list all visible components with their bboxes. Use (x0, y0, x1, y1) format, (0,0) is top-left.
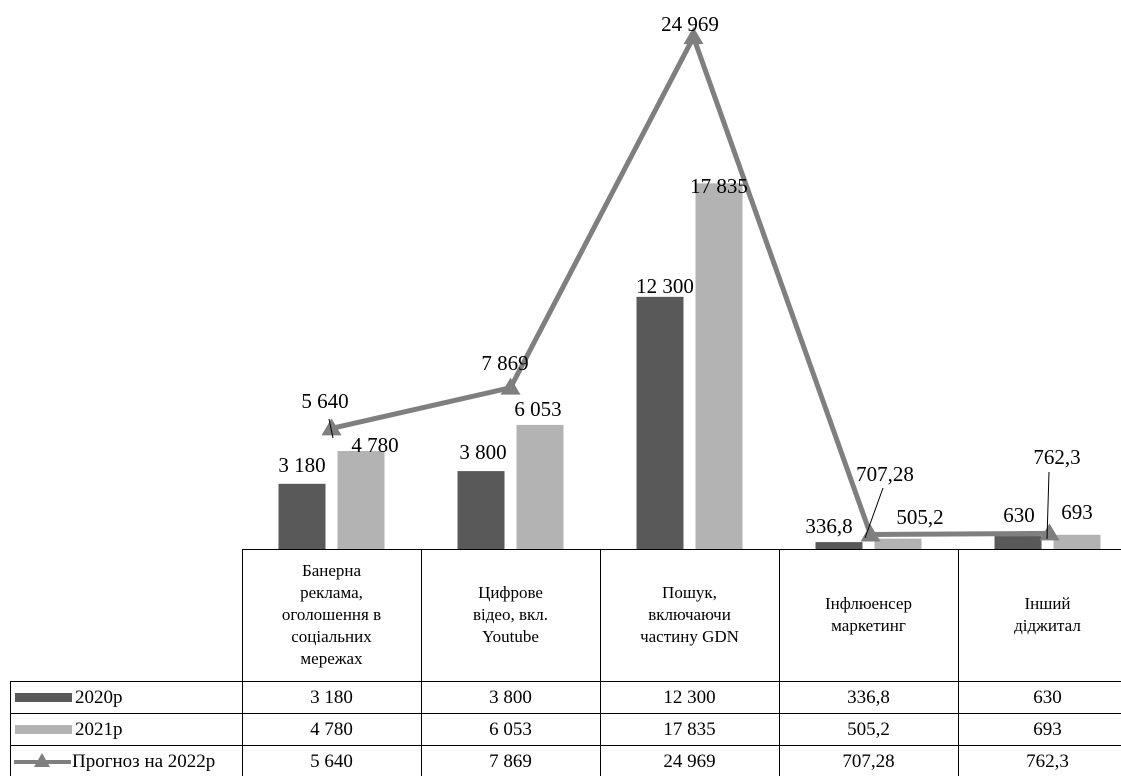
series-2021р-bars (337, 183, 1101, 549)
bar-2021р-1 (337, 451, 385, 549)
category-label-1-line-2: реклама, (300, 583, 363, 602)
category-label-3-line-2: включаючи (648, 605, 731, 624)
bar-2021р-5 (1053, 534, 1101, 549)
data-table: Банерна реклама, оголошення в соціальних мер… (10, 549, 1121, 776)
legend-swatch-2021р (15, 725, 72, 734)
label-2021-3: 17 835 (690, 174, 748, 198)
label-forecast-1: 5 640 (301, 389, 348, 413)
label-2020-3: 12 300 (636, 274, 694, 298)
category-label-1-line-4: соціальних (291, 627, 372, 646)
label-2020-1: 3 180 (278, 453, 325, 477)
table-cell-2020р-3: 12 300 (663, 687, 715, 708)
bar-2021р-2 (516, 424, 564, 549)
label-forecast-5: 762,3 (1033, 445, 1080, 469)
category-label-3-line-3: частину GDN (640, 627, 739, 646)
category-label-1: Банерна реклама, оголошення в соціальних мер… (282, 561, 381, 668)
category-label-4-line-1: Інфлюенсер (825, 594, 912, 613)
category-label-5: Інший діджитал (1014, 594, 1081, 635)
bar-2020р-4 (815, 542, 863, 549)
table-cell-2021р-2: 6 053 (489, 719, 532, 740)
table-cell-2020р-5: 630 (1033, 687, 1062, 708)
label-2021-4: 505,2 (896, 505, 943, 529)
marker-forecast-3 (683, 27, 704, 45)
category-label-2: Цифрове відео, вкл. Youtube (473, 583, 548, 646)
table-cell-Прогноз на 2022р-3: 24 969 (663, 751, 715, 772)
leader-line-forecast-5 (1046, 471, 1050, 540)
series-2020р-bars (278, 296, 1042, 549)
leader-line-forecast-4 (864, 487, 884, 539)
category-label-1-line-3: оголошення в (282, 605, 381, 624)
label-2020-5: 630 (1003, 503, 1035, 527)
category-label-3: Пошук, включаючи частину GDN (640, 583, 739, 646)
label-2021-2: 6 053 (514, 397, 561, 421)
label-forecast-3: 24 969 (661, 12, 719, 36)
table-cell-2021р-5: 693 (1033, 719, 1062, 740)
legend-label-forecast: Прогноз на 2022р (72, 751, 215, 772)
category-label-4-line-2: маркетинг (831, 616, 906, 635)
category-label-2-line-1: Цифрове (478, 583, 543, 602)
category-label-1-line-1: Банерна (302, 561, 362, 580)
category-label-1-line-5: мережах (300, 649, 363, 668)
label-2021-1: 4 780 (351, 433, 398, 457)
category-label-5-line-2: діджитал (1014, 616, 1081, 635)
table-cell-Прогноз на 2022р-4: 707,28 (842, 751, 894, 772)
label-2020-2: 3 800 (459, 440, 506, 464)
table-cell-2020р-2: 3 800 (489, 687, 532, 708)
marker-forecast-5 (1039, 523, 1060, 541)
table-cell-2021р-4: 505,2 (847, 719, 890, 740)
table-cell-2021р-1: 4 780 (310, 719, 353, 740)
table-cell-2020р-1: 3 180 (310, 687, 353, 708)
category-label-2-line-3: Youtube (482, 627, 539, 646)
legend-2021р: 2021р (15, 719, 123, 740)
category-label-4: Інфлюенсер маркетинг (825, 594, 912, 635)
table-cell-2020р-4: 336,8 (847, 687, 890, 708)
bar-2021р-3 (695, 183, 743, 549)
legend-label-2021р: 2021р (75, 719, 123, 740)
category-label-2-line-2: відео, вкл. (473, 605, 548, 624)
table-cell-Прогноз на 2022р-1: 5 640 (310, 751, 353, 772)
label-2021-5: 693 (1061, 500, 1093, 524)
bar-2020р-3 (636, 296, 684, 549)
bar-2020р-1 (278, 483, 326, 549)
legend-2020р: 2020р (15, 687, 123, 708)
label-forecast-4: 707,28 (856, 462, 914, 486)
marker-forecast-2 (500, 377, 521, 395)
legend-Прогноз на 2022р: Прогноз на 2022р (14, 751, 215, 772)
table-cell-Прогноз на 2022р-5: 762,3 (1026, 751, 1069, 772)
bar-2021р-4 (874, 538, 922, 549)
label-2020-4: 336,8 (805, 514, 852, 538)
category-label-5-line-1: Інший (1024, 594, 1070, 613)
table-cell-2021р-3: 17 835 (663, 719, 715, 740)
bar-2020р-5 (994, 536, 1042, 549)
label-forecast-2: 7 869 (481, 351, 528, 375)
legend-marker-Прогноз на 2022р (34, 753, 50, 767)
legend-swatch-2020р (15, 693, 72, 702)
legend-label-2020р: 2020р (75, 687, 123, 708)
category-label-3-line-1: Пошук, (662, 583, 717, 602)
marker-forecast-1 (321, 418, 342, 436)
table-cell-Прогноз на 2022р-2: 7 869 (489, 751, 532, 772)
leader-line-forecast-1 (328, 418, 334, 439)
bar-2020р-2 (457, 471, 505, 549)
